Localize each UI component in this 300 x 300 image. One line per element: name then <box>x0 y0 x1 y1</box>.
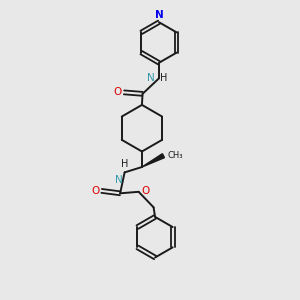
Text: O: O <box>142 186 150 196</box>
Text: N: N <box>116 175 123 185</box>
Text: H: H <box>121 159 128 169</box>
Text: H: H <box>160 73 168 83</box>
Text: O: O <box>113 87 122 98</box>
Text: N: N <box>154 11 163 20</box>
Polygon shape <box>142 154 164 167</box>
Text: O: O <box>91 186 99 196</box>
Text: N: N <box>147 73 155 83</box>
Text: CH₃: CH₃ <box>167 151 182 160</box>
